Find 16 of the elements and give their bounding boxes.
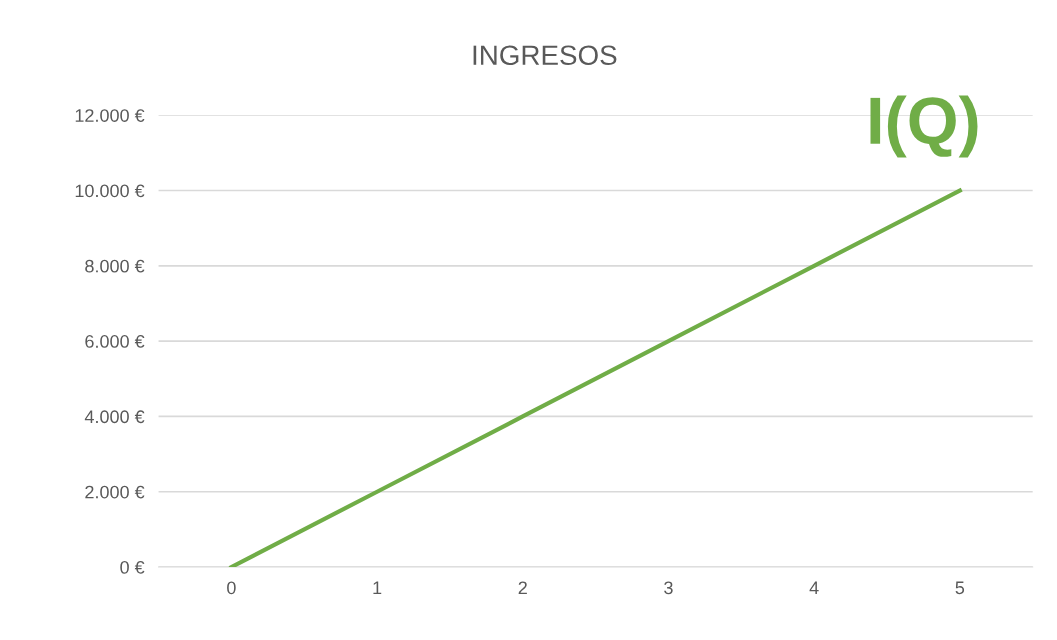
y-tick-label: 2.000 € bbox=[85, 485, 145, 499]
x-tick-label: 2 bbox=[518, 581, 527, 595]
x-tick-label: 4 bbox=[809, 581, 819, 595]
y-tick-label: 0 € bbox=[120, 560, 145, 574]
x-tick-label: 5 bbox=[955, 581, 965, 595]
line-series bbox=[229, 188, 962, 568]
series-label: I(Q) bbox=[870, 95, 978, 158]
x-tick-label: 3 bbox=[664, 581, 673, 595]
x-tick-label: 0 bbox=[227, 581, 236, 595]
y-tick-label: 12.000 € bbox=[75, 109, 145, 122]
y-tick-label: 6.000 € bbox=[85, 335, 145, 348]
x-tick-label: 1 bbox=[373, 581, 382, 595]
y-tick-label: 10.000 € bbox=[75, 184, 145, 198]
chart-title: INGRESOS bbox=[473, 45, 617, 66]
y-tick-label: 8.000 € bbox=[85, 259, 145, 273]
y-tick-label: 4.000 € bbox=[84, 410, 145, 424]
